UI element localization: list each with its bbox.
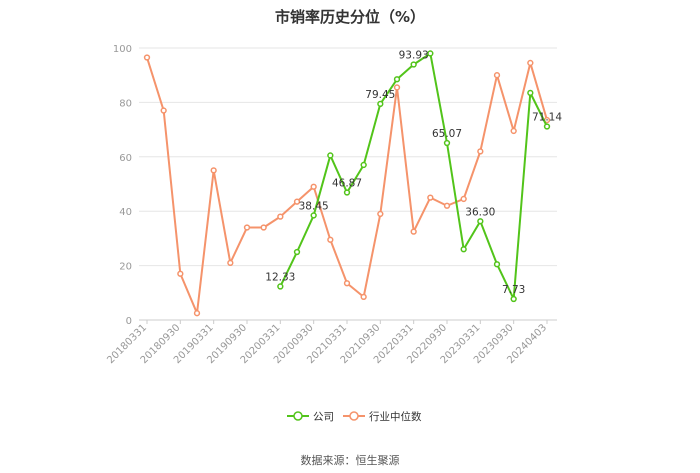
data-point [443, 139, 451, 147]
data-point [227, 259, 234, 267]
data-point [193, 310, 201, 317]
series-1 [143, 54, 551, 317]
data-point [393, 76, 401, 83]
legend-item-1: 行业中位数 [343, 410, 422, 423]
data-point [377, 100, 384, 108]
data-point [177, 270, 184, 277]
y-tick-label: 20 [119, 262, 132, 273]
data-point [493, 72, 501, 79]
data-point [427, 194, 434, 201]
data-point [277, 283, 284, 290]
legend-marker [349, 411, 359, 421]
data-point [343, 280, 351, 287]
data-point [527, 89, 534, 97]
data-point [527, 59, 534, 67]
data-point [293, 248, 301, 256]
data-label: 93.93 [399, 50, 429, 62]
data-point [377, 210, 384, 218]
data-point [343, 189, 351, 196]
y-tick-label: 40 [119, 207, 132, 218]
data-point [393, 84, 401, 91]
y-tick-label: 60 [119, 153, 132, 164]
data-point [260, 224, 267, 231]
y-tick-label: 80 [119, 98, 132, 109]
data-label: 7.73 [502, 284, 525, 296]
data-point [243, 224, 251, 231]
series-layer [143, 50, 551, 317]
data-point [277, 213, 284, 220]
series-0 [277, 50, 551, 303]
series-line [279, 52, 548, 300]
data-label: 38.45 [299, 200, 329, 212]
data-point [460, 246, 467, 253]
data-point [410, 61, 417, 68]
data-point [210, 167, 217, 174]
data-point [510, 127, 517, 135]
data-point [143, 54, 151, 61]
data-point [443, 202, 451, 209]
y-tick-label: 100 [113, 44, 132, 55]
data-point [477, 218, 484, 225]
legend-marker [293, 411, 303, 421]
data-source-note: 数据来源：恒生聚源 [300, 454, 400, 467]
data-label: 36.30 [465, 206, 495, 218]
data-point [510, 295, 517, 303]
legend-label: 行业中位数 [369, 410, 422, 423]
data-label: 46.87 [332, 178, 362, 190]
data-label: 79.45 [365, 89, 395, 101]
data-point [543, 123, 551, 130]
chart-title: 市销率历史分位（%） [274, 8, 426, 26]
data-point [310, 212, 317, 219]
y-tick-label: 0 [126, 316, 132, 327]
legend: 公司 行业中位数 [287, 410, 422, 423]
data-point [360, 161, 367, 169]
legend-label: 公司 [313, 411, 334, 423]
data-point [327, 152, 334, 159]
data-label: 71.14 [532, 111, 562, 123]
data-point [160, 107, 167, 114]
data-point [477, 148, 484, 155]
data-point [460, 195, 467, 203]
data-point [360, 293, 367, 301]
legend-item-0: 公司 [287, 411, 334, 423]
data-point [327, 236, 334, 243]
data-point [293, 198, 301, 205]
data-point [493, 261, 501, 268]
data-point [410, 228, 417, 235]
data-point [310, 183, 317, 190]
data-point [427, 50, 434, 57]
data-label: 12.33 [265, 271, 295, 283]
data-label: 65.07 [432, 128, 462, 140]
